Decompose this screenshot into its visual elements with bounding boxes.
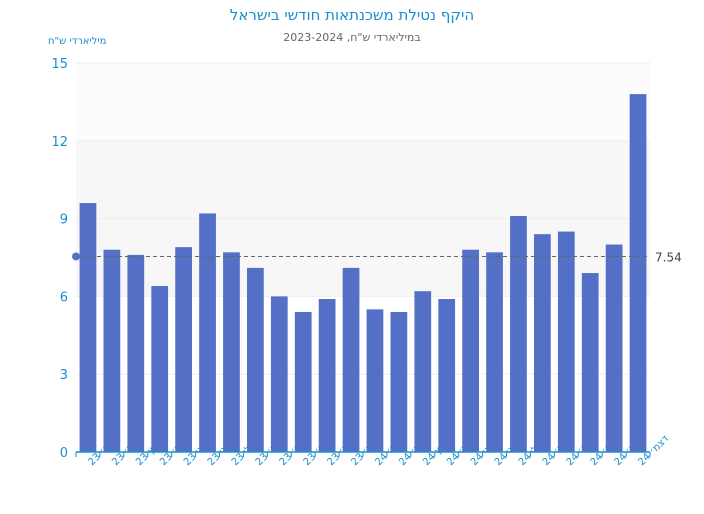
bar bbox=[581, 273, 599, 452]
bar bbox=[438, 298, 456, 452]
bar bbox=[414, 291, 432, 452]
y-tick-label: 3 bbox=[60, 368, 68, 383]
bar bbox=[223, 252, 240, 452]
average-label: 7.54 bbox=[655, 250, 682, 264]
chart-subtitle: במיליארדי ש"ח, 2023-2024 bbox=[283, 31, 421, 44]
bar bbox=[199, 213, 216, 452]
bar bbox=[534, 234, 551, 452]
y-axis-label: מיליארדי ש"ח bbox=[48, 36, 107, 47]
bar bbox=[247, 267, 264, 452]
bar bbox=[103, 249, 121, 452]
bar bbox=[486, 252, 503, 452]
bar bbox=[510, 216, 527, 452]
bar bbox=[557, 231, 575, 452]
bar bbox=[175, 247, 192, 452]
y-tick-label: 12 bbox=[51, 135, 68, 150]
y-tick-label: 15 bbox=[51, 57, 68, 72]
y-tick-label: 0 bbox=[60, 446, 68, 461]
plot-band bbox=[76, 63, 650, 141]
y-tick-label: 9 bbox=[60, 213, 68, 228]
bar bbox=[151, 286, 169, 452]
y-tick-label: 6 bbox=[60, 290, 68, 305]
average-marker bbox=[72, 252, 80, 261]
bar bbox=[270, 296, 288, 452]
bar bbox=[390, 311, 408, 452]
bar bbox=[294, 311, 312, 452]
bar bbox=[605, 244, 623, 452]
bar bbox=[629, 94, 647, 453]
bar bbox=[127, 254, 145, 452]
bar bbox=[342, 267, 360, 452]
chart-title: היקף נטילת משכנתאות חודשי בישראל bbox=[229, 6, 475, 24]
bar bbox=[318, 298, 336, 452]
bar bbox=[79, 203, 97, 452]
bar bbox=[462, 249, 479, 452]
bar bbox=[366, 309, 384, 452]
